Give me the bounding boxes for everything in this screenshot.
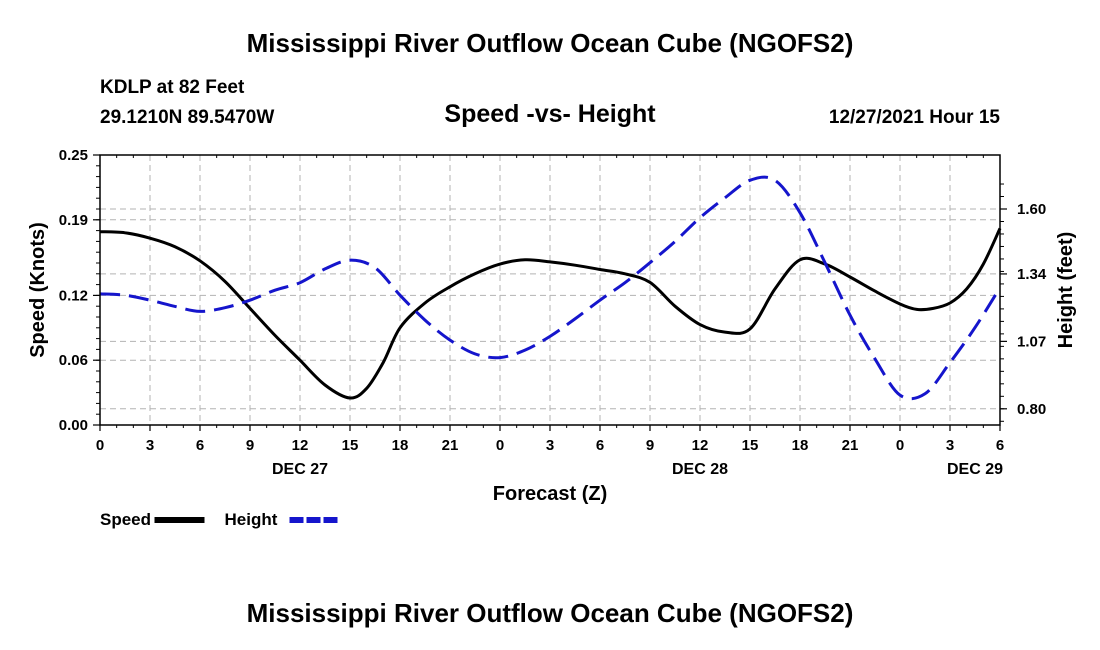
series-layer	[99, 175, 1002, 401]
station-label: KDLP at 82 Feet	[100, 77, 245, 98]
axis-layer: 0 3 6 9 12 15 18 21 0 3 6 9 12 15 18 21 0 3 6 DEC 27 DEC 28 D…	[59, 147, 1047, 478]
y-tick-label: 0.19	[59, 212, 88, 229]
x-tick-label: 6	[596, 437, 604, 454]
speed-series-line	[99, 227, 1002, 400]
location-coordinates: 29.1210N 89.5470W	[100, 107, 275, 128]
y-tick-label: 0.00	[59, 417, 88, 434]
x-tick-label: 18	[392, 437, 409, 454]
x-tick-label: 3	[946, 437, 954, 454]
date-label: DEC 29	[947, 461, 1003, 478]
y2-tick-label: 1.07	[1017, 333, 1046, 350]
x-tick-label: 9	[246, 437, 254, 454]
x-tick-label: 15	[742, 437, 759, 454]
legend: Speed Height	[100, 510, 340, 529]
y2-axis-title: Height (feet)	[1055, 232, 1077, 349]
x-tick-label: 3	[546, 437, 554, 454]
x-tick-label: 9	[646, 437, 654, 454]
footer-title: Mississippi River Outflow Ocean Cube (NG…	[246, 598, 854, 628]
y-tick-label: 0.06	[59, 352, 88, 369]
y2-tick-label: 1.60	[1017, 201, 1046, 218]
legend-label-height: Height	[225, 510, 278, 529]
x-tick-label: 21	[842, 437, 859, 454]
y-tick-label: 0.25	[59, 147, 88, 164]
date-label: DEC 27	[272, 461, 328, 478]
legend-label-speed: Speed	[100, 510, 151, 529]
x-tick-label: 21	[442, 437, 459, 454]
chart-main-title: Mississippi River Outflow Ocean Cube (NG…	[246, 28, 854, 58]
forecast-datetime: 12/27/2021 Hour 15	[828, 107, 1000, 128]
x-tick-label: 3	[146, 437, 154, 454]
x-tick-label: 6	[196, 437, 204, 454]
x-tick-label: 0	[896, 437, 904, 454]
minor-ticks	[96, 155, 1004, 428]
x-axis-title: Forecast (Z)	[493, 483, 607, 505]
y-axis-title: Speed (Knots)	[27, 222, 49, 358]
y2-tick-label: 0.80	[1017, 401, 1046, 418]
y2-tick-label: 1.34	[1017, 266, 1047, 283]
date-label: DEC 28	[672, 461, 728, 478]
x-tick-label: 0	[496, 437, 504, 454]
y-tick-label: 0.12	[59, 287, 88, 304]
chart-subtitle: Speed -vs- Height	[444, 100, 656, 128]
x-tick-label: 0	[96, 437, 104, 454]
x-tick-label: 6	[996, 437, 1004, 454]
height-series-line	[99, 175, 1002, 401]
x-tick-label: 18	[792, 437, 809, 454]
x-tick-label: 12	[292, 437, 309, 454]
x-tick-label: 12	[692, 437, 709, 454]
grid-layer	[100, 155, 1000, 425]
x-tick-label: 15	[342, 437, 359, 454]
